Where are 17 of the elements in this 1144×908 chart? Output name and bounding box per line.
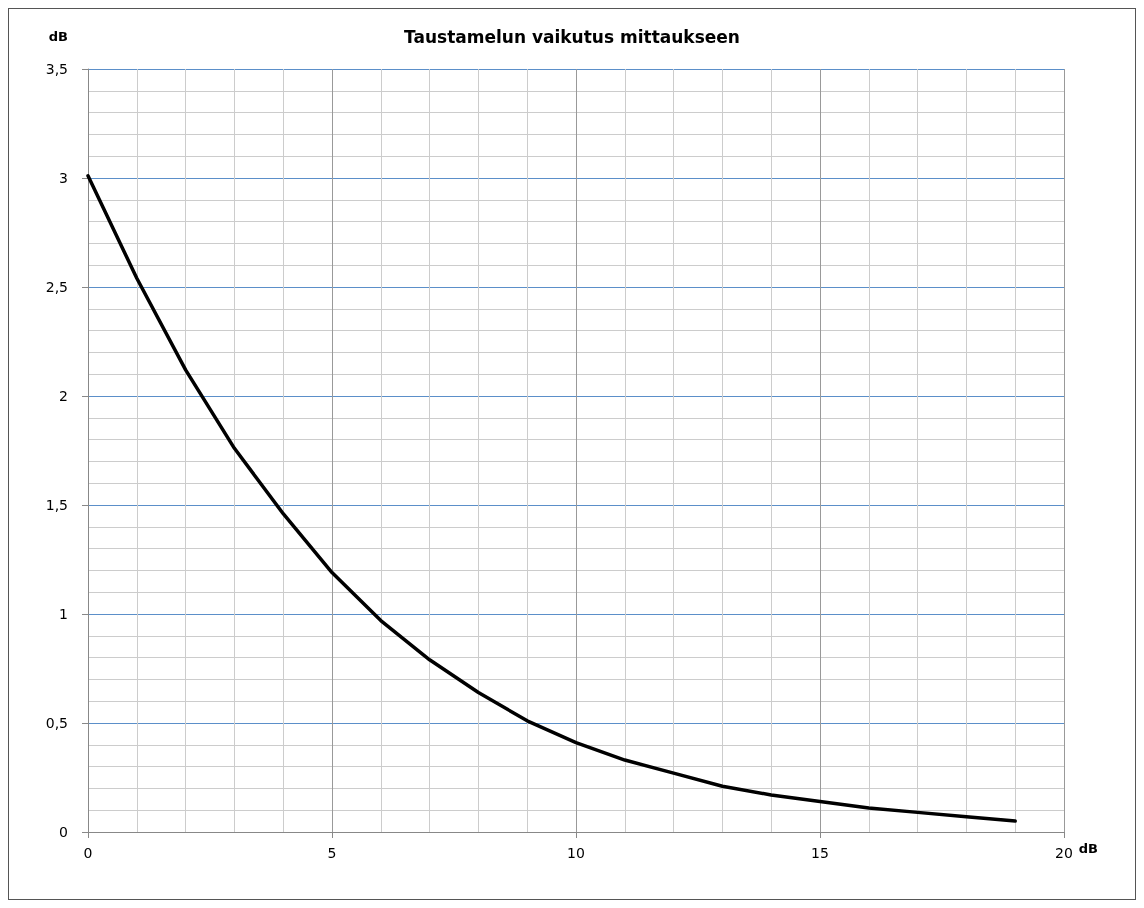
- y-tick-label: 2: [59, 388, 68, 404]
- y-tick-label: 3: [59, 170, 68, 186]
- y-tick-label: 0,5: [45, 715, 68, 731]
- y-axis-title: dB: [48, 29, 68, 44]
- chart-title: Taustamelun vaikutus mittaukseen: [404, 26, 740, 47]
- y-tick-label: 2,5: [45, 279, 68, 295]
- x-tick-label: 10: [567, 845, 585, 861]
- y-tick-label: 1,5: [45, 497, 68, 513]
- y-tick-label: 1: [59, 606, 68, 622]
- x-tick-label: 15: [811, 845, 829, 861]
- x-tick-label: 5: [327, 845, 337, 861]
- line-series: [86, 174, 1017, 823]
- x-tick-label: 20: [1055, 845, 1073, 861]
- y-tick-label: 3,5: [45, 61, 68, 77]
- x-axis-title: dB: [1078, 841, 1099, 856]
- x-tick-label: 0: [83, 845, 93, 861]
- y-tick-label: 0: [59, 824, 68, 840]
